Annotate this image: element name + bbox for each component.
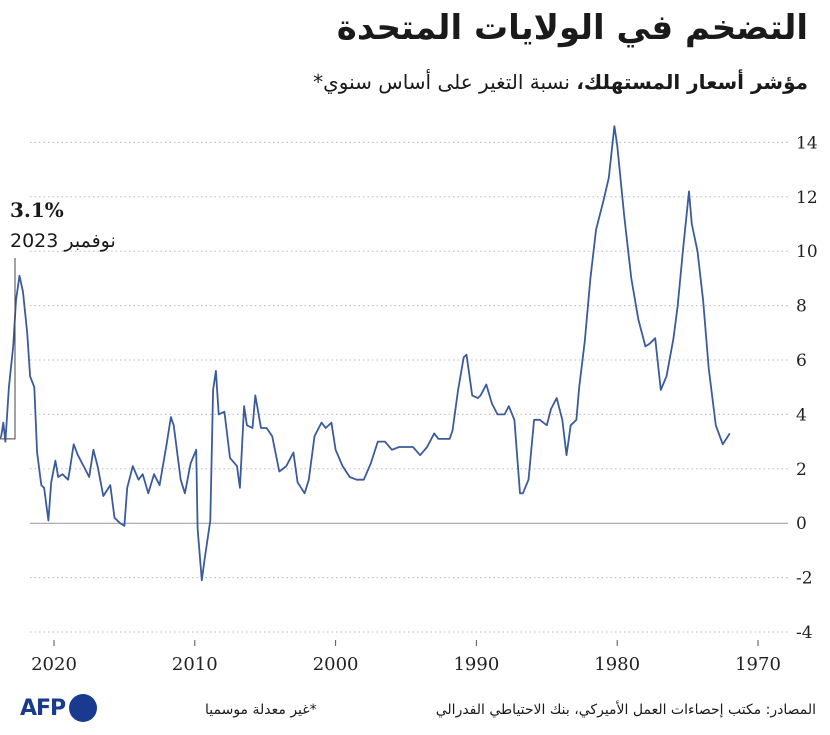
- y-tick-label: 4: [796, 405, 807, 425]
- x-tick-label: 1980: [594, 654, 640, 675]
- y-tick-label: 0: [796, 514, 807, 534]
- x-axis-ticks: 2020 2010 2000 1990 1980 1970: [31, 640, 781, 675]
- latest-value-label: 3.1%: [10, 198, 64, 222]
- afp-logo-text: AFP: [20, 695, 66, 721]
- x-tick-label: 1970: [735, 654, 781, 675]
- subtitle-rest: نسبة التغير على أساس سنوي*: [313, 70, 577, 94]
- y-tick-label: 6: [796, 351, 807, 371]
- y-tick-label: 8: [796, 297, 807, 317]
- afp-logo: AFP: [20, 694, 98, 722]
- cpi-series-line: [0, 125, 731, 582]
- afp-logo-dot-icon: [69, 694, 98, 722]
- chart-title: التضخم في الولايات المتحدة: [336, 8, 808, 48]
- subtitle-bold: مؤشر أسعار المستهلك،: [576, 70, 808, 94]
- source-note: المصادر: مكتب إحصاءات العمل الأميركي، بن…: [435, 702, 816, 718]
- y-axis-ticks: 14 12 10 8 6 4 2 0 -2 -4: [796, 133, 818, 643]
- x-tick-label: 1990: [453, 654, 499, 675]
- x-tick-label: 2000: [313, 654, 359, 675]
- x-tick-label: 2020: [31, 654, 77, 675]
- annotation-bracket: [0, 258, 16, 440]
- inflation-chart: 14 12 10 8 6 4 2 0 -2 -4 2020 2010 2000 1990 1980 1970: [0, 125, 818, 675]
- latest-date-label: نوفمبر 2023: [10, 230, 116, 252]
- chart-subtitle: مؤشر أسعار المستهلك، نسبة التغير على أسا…: [313, 70, 808, 94]
- y-tick-label: 2: [796, 460, 807, 480]
- seasonal-note: *غير معدلة موسميا: [205, 702, 317, 718]
- y-tick-label: 14: [796, 133, 818, 153]
- grid-lines: [30, 141, 788, 633]
- y-tick-label: -4: [796, 623, 813, 643]
- y-tick-label: 10: [796, 242, 818, 262]
- y-tick-label: 12: [796, 188, 818, 208]
- y-tick-label: -2: [796, 569, 813, 589]
- x-tick-label: 2010: [172, 654, 218, 675]
